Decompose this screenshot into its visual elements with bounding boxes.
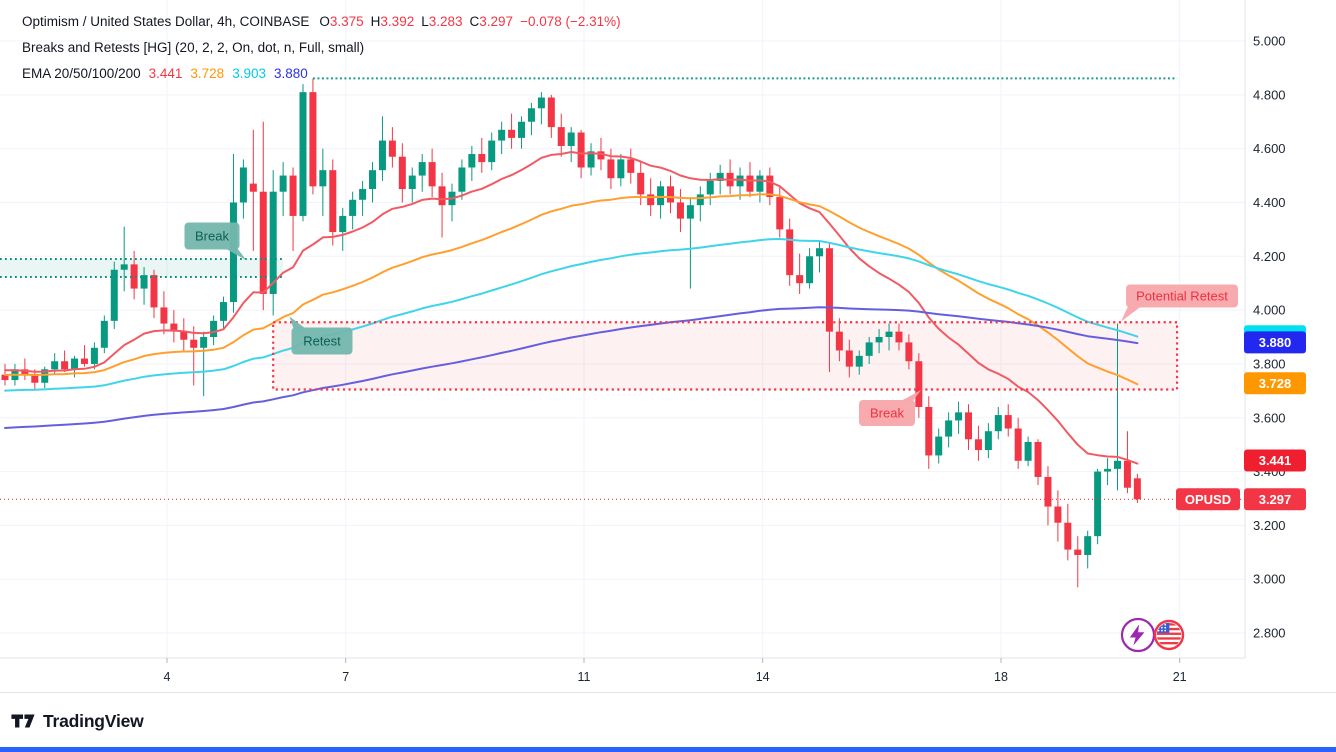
levels xyxy=(0,77,1245,500)
symbol-price-tag-name: OPUSD xyxy=(1176,488,1240,511)
symbol-price-tag-value: 3.297 xyxy=(1244,488,1306,511)
retest-box-fill xyxy=(273,322,1178,390)
ema200-line xyxy=(4,306,1139,429)
time-tick-label: 21 xyxy=(1173,670,1187,684)
us-flag-glyph xyxy=(1156,622,1182,648)
ema20-line xyxy=(4,151,1139,465)
break-label-1[interactable]: Break xyxy=(184,222,247,261)
tradingview-logo-icon[interactable] xyxy=(10,710,36,732)
price-tick-label: 2.800 xyxy=(1253,626,1286,641)
svg-text:3.728: 3.728 xyxy=(1259,376,1292,391)
price-tick-label: 4.400 xyxy=(1253,195,1286,210)
potential-retest-label[interactable]: Potential Retest xyxy=(1121,284,1238,322)
annotations: Break Retest Break Potential Retest xyxy=(184,222,1238,426)
ema50-line xyxy=(4,193,1139,386)
us-flag-button[interactable] xyxy=(1153,619,1185,651)
zones xyxy=(0,258,1178,390)
svg-text:Potential Retest: Potential Retest xyxy=(1136,289,1228,304)
break-label-2[interactable]: Break xyxy=(859,390,921,426)
svg-text:3.880: 3.880 xyxy=(1259,335,1292,350)
price-scale[interactable]: 5.000 4.800 4.600 4.400 4.200 4.000 3.800 3.600… xyxy=(1253,34,1286,641)
time-tick-label: 14 xyxy=(756,670,770,684)
footer: TradingView xyxy=(10,710,144,732)
price-tick-label: 3.800 xyxy=(1253,356,1286,371)
time-tick-label: 11 xyxy=(577,670,590,684)
ema100-line xyxy=(4,238,1139,392)
resistance-zone-fill xyxy=(0,258,284,278)
price-tick-label: 4.800 xyxy=(1253,87,1286,102)
price-tick-label: 5.000 xyxy=(1253,34,1286,49)
svg-text:OPUSD: OPUSD xyxy=(1185,492,1231,507)
price-chart[interactable]: Break Retest Break Potential Retest 5.000 4.8… xyxy=(0,0,1336,693)
us-flag-ring xyxy=(1153,619,1185,651)
time-tick-label: 18 xyxy=(994,670,1008,684)
time-scale[interactable]: 4 7 11 14 18 21 xyxy=(164,658,1187,684)
price-tick-label: 3.000 xyxy=(1253,572,1286,587)
retest-box-border xyxy=(272,321,1179,391)
price-tick-label: 3.200 xyxy=(1253,518,1286,533)
price-tick-label: 4.200 xyxy=(1253,249,1286,264)
svg-text:3.441: 3.441 xyxy=(1259,453,1292,468)
ema-lines xyxy=(4,151,1139,465)
price-tick-label: 3.600 xyxy=(1253,410,1286,425)
candles-layer xyxy=(1,78,1141,588)
retest-label[interactable]: Retest xyxy=(289,316,353,355)
price-tick-label: 4.600 xyxy=(1253,141,1286,156)
ema20-price-tag: 3.441 xyxy=(1244,449,1306,472)
svg-text:Break: Break xyxy=(870,406,904,421)
floating-buttons xyxy=(1120,617,1185,653)
svg-text:Break: Break xyxy=(195,229,229,244)
bottom-accent-bar xyxy=(0,747,1336,752)
ema50-price-tag: 3.728 xyxy=(1244,372,1306,395)
lightning-bolt-glyph xyxy=(1129,624,1145,646)
time-tick-label: 7 xyxy=(342,670,349,684)
ema200-price-tag: 3.880 xyxy=(1244,331,1306,354)
svg-text:3.297: 3.297 xyxy=(1259,492,1292,507)
time-tick-label: 4 xyxy=(164,670,171,684)
svg-text:Retest: Retest xyxy=(303,334,341,349)
price-tick-label: 4.000 xyxy=(1253,303,1286,318)
lightning-button[interactable] xyxy=(1120,617,1156,653)
tradingview-wordmark[interactable]: TradingView xyxy=(43,710,144,731)
